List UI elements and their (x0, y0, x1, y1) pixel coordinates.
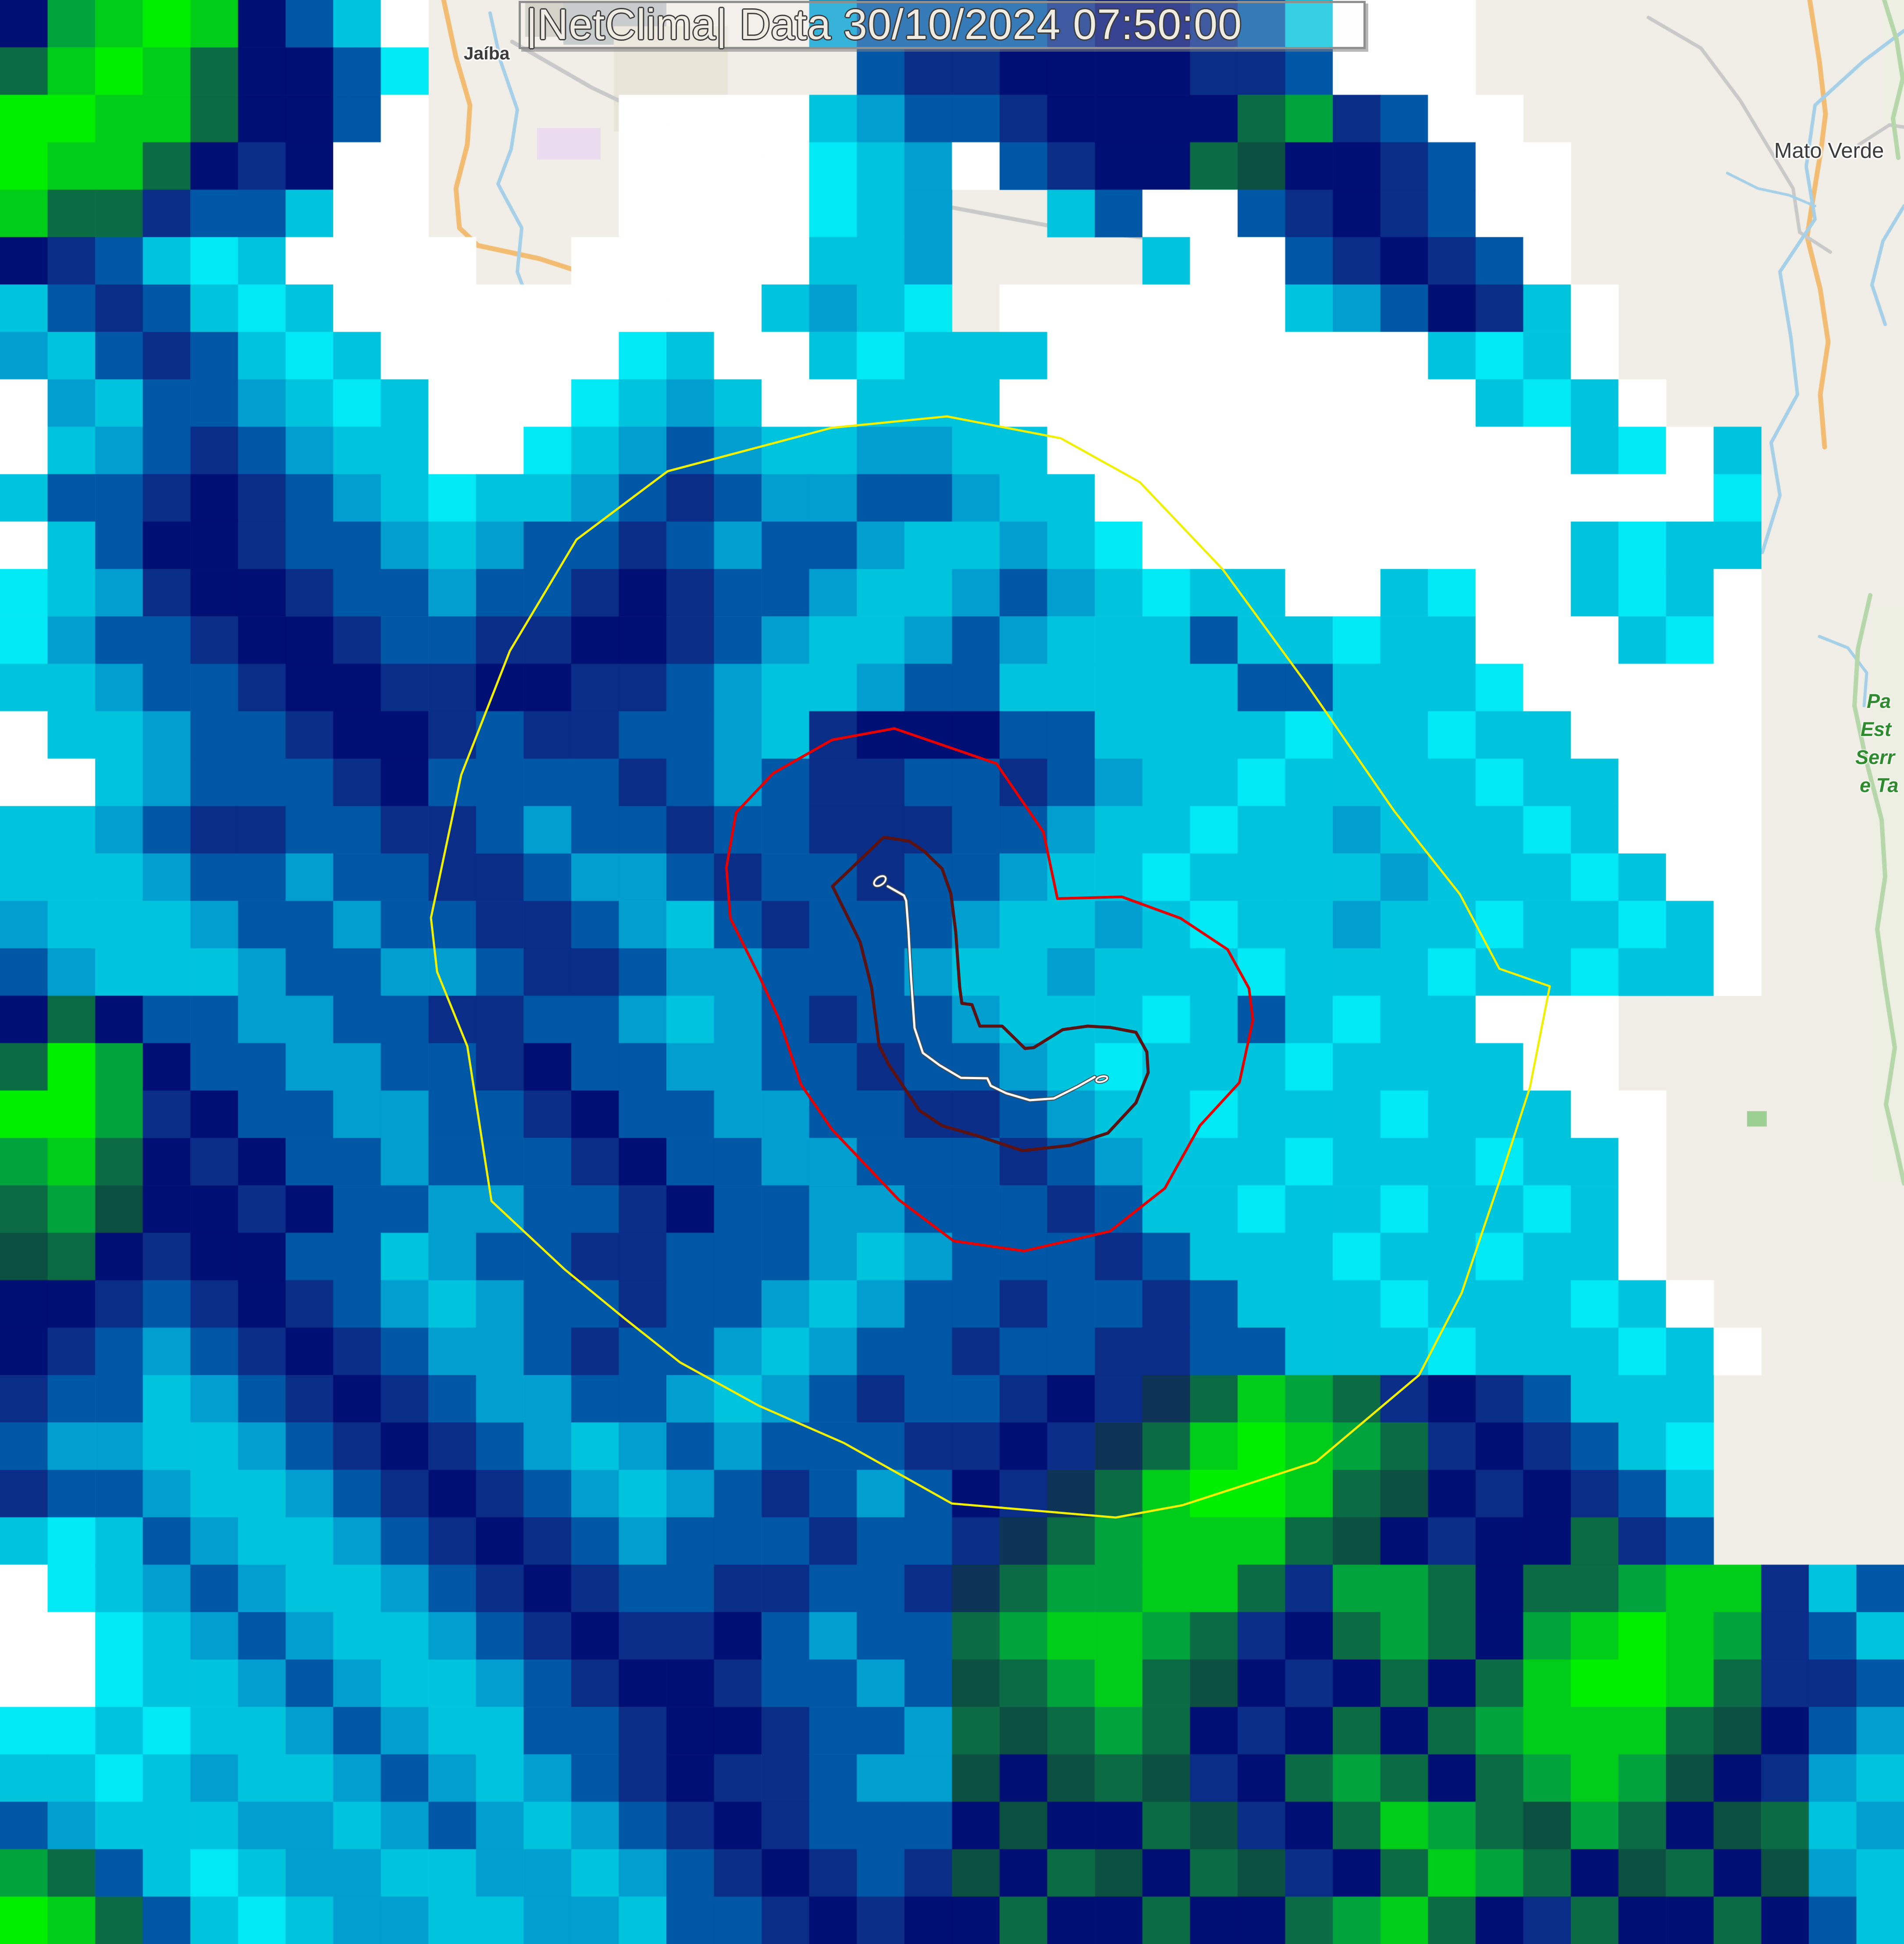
park-name-line: Pa (1867, 690, 1891, 712)
park-name-label: Pa Est Serr e Ta (1855, 687, 1898, 800)
city-label-mato-verde: Mato Verde (1774, 139, 1884, 163)
park-name-line: e Ta (1860, 774, 1899, 796)
storm-mid-radius-ring (725, 727, 1254, 1252)
park-name-line: Est (1861, 718, 1892, 740)
timestamp-text: |NetClima| Data 30/10/2024 07:50:00 (526, 0, 1242, 48)
storm-core-ring (831, 835, 1150, 1152)
park-name-line: Serr (1855, 746, 1895, 768)
city-label-jaiba: Jaíba (463, 43, 510, 64)
storm-outer-radius-ring (430, 415, 1551, 1519)
storm-track-line (872, 874, 1109, 1102)
timestamp-panel: |NetClima| Data 30/10/2024 07:50:00 (519, 0, 1366, 49)
